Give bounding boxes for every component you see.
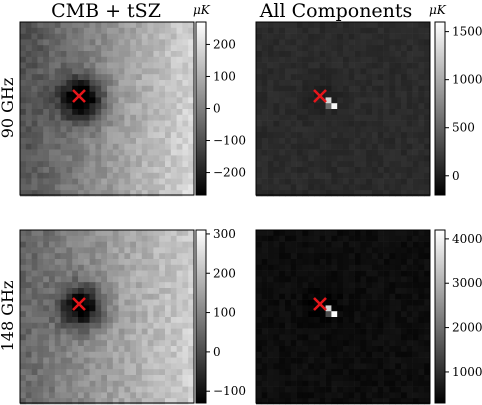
colorbar-tick-label: 200 — [213, 37, 236, 51]
colorbar-tick-label: −100 — [213, 134, 246, 148]
colorbar-tick-label: 3000 — [452, 276, 482, 290]
colorbar-gradient — [195, 229, 207, 404]
colorbar-tick-label: 200 — [213, 266, 236, 280]
column-title-cmb-tsz: CMB + tSZ — [51, 0, 161, 22]
heatmap-panel-148ghz-all-components — [255, 229, 431, 405]
colorbar-tick-label: 100 — [213, 306, 236, 320]
colorbar-unit-top-right: μK — [429, 3, 447, 17]
source-marker-x — [313, 297, 327, 311]
colorbar-tick-label: 1500 — [452, 25, 482, 39]
colorbar-tick-label: 0 — [213, 102, 221, 116]
panel-frame — [255, 21, 431, 196]
colorbar-tick-label: 100 — [213, 69, 236, 83]
panel-frame — [19, 21, 195, 196]
row-label-148ghz: 148 GHz — [0, 281, 17, 352]
column-title-all-components: All Components — [259, 0, 413, 22]
colorbar-tick-label: −100 — [213, 384, 246, 398]
colorbar-tick-label: 4000 — [452, 232, 482, 246]
heatmap-panel-90ghz-cmb-tsz — [19, 21, 195, 197]
colorbar-90ghz-all-components: 1500 1000 500 0 — [434, 21, 482, 196]
heatmap-panel-90ghz-all-components — [255, 21, 431, 197]
source-marker-x — [72, 89, 86, 103]
row-label-90ghz: 90 GHz — [0, 78, 17, 139]
colorbar-148ghz-all-components: 4000 3000 2000 1000 — [434, 229, 482, 404]
colorbar-tick-label: 2000 — [452, 321, 482, 335]
panel-frame — [255, 229, 431, 404]
colorbar-tick-label: −200 — [213, 166, 246, 180]
panel-frame — [19, 229, 195, 404]
colorbar-tick-label: 0 — [213, 345, 221, 359]
colorbar-unit-top-left: μK — [193, 3, 211, 17]
colorbar-gradient — [434, 229, 446, 404]
colorbar-tick-label: 0 — [452, 169, 460, 183]
colorbar-tick-label: 300 — [213, 227, 236, 241]
colorbar-tick-label: 1000 — [452, 73, 482, 87]
source-marker-x — [72, 297, 86, 311]
heatmap-panel-148ghz-cmb-tsz — [19, 229, 195, 405]
colorbar-90ghz-cmb-tsz: 200 100 0 −100 −200 — [195, 21, 246, 196]
colorbar-tick-label: 1000 — [452, 365, 482, 379]
colorbar-gradient — [195, 21, 207, 196]
source-marker-x — [313, 89, 327, 103]
colorbar-gradient — [434, 21, 446, 196]
colorbar-148ghz-cmb-tsz: 300 200 100 0 −100 — [195, 227, 246, 404]
colorbar-tick-label: 500 — [452, 121, 475, 135]
